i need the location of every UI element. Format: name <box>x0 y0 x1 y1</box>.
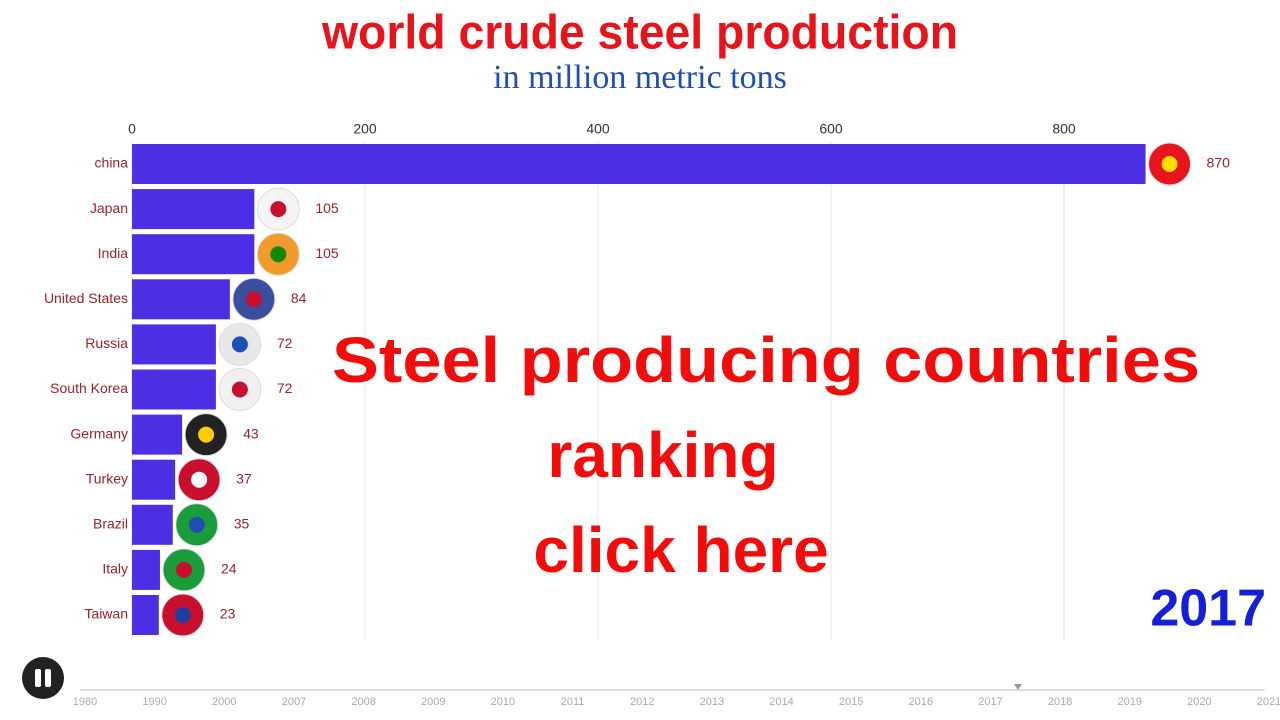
pause-bar <box>45 669 51 687</box>
value-label: 105 <box>315 200 339 216</box>
overlay-line[interactable]: ranking <box>547 419 778 491</box>
flag-emblem <box>1161 156 1178 172</box>
bar <box>132 144 1146 184</box>
bar <box>132 549 160 590</box>
x-tick-label: 200 <box>353 121 377 137</box>
year-label: 2017 <box>1150 580 1266 638</box>
timeline-label[interactable]: 2000 <box>212 696 236 708</box>
flag-emblem <box>270 246 287 263</box>
bar <box>132 459 176 500</box>
timeline-label[interactable]: 2009 <box>421 696 445 708</box>
chart-subtitle: in million metric tons <box>493 59 787 96</box>
timeline-label[interactable]: 2020 <box>1187 696 1211 708</box>
flag-emblem <box>174 607 191 623</box>
value-label: 72 <box>277 335 293 351</box>
category-label: Brazil <box>93 516 128 532</box>
value-label: 72 <box>277 380 293 396</box>
value-label: 43 <box>243 425 259 441</box>
value-label: 105 <box>315 245 339 261</box>
bar <box>132 234 255 275</box>
value-label: 35 <box>234 516 250 532</box>
timeline-label[interactable]: 2021 <box>1257 696 1280 708</box>
timeline-label[interactable]: 2019 <box>1118 696 1142 708</box>
category-label: Italy <box>102 561 128 577</box>
timeline-label[interactable]: 2010 <box>491 696 515 708</box>
overlay-line[interactable]: Steel producing countries <box>332 324 1200 396</box>
bar <box>132 414 183 455</box>
category-label: India <box>98 245 129 261</box>
timeline-label[interactable]: 2008 <box>351 696 375 708</box>
category-label: Japan <box>90 200 128 216</box>
timeline-label[interactable]: 2016 <box>909 696 933 708</box>
flag-emblem <box>198 426 215 443</box>
pause-button[interactable] <box>22 657 64 699</box>
value-label: 870 <box>1207 155 1231 171</box>
timeline-label[interactable]: 2015 <box>839 696 863 708</box>
category-label: Turkey <box>86 470 128 486</box>
flag-emblem <box>191 471 208 488</box>
pause-bar <box>35 669 41 687</box>
bar <box>132 504 173 545</box>
bars: china 870 Japan 105 India 105 United States 84 R… <box>44 142 1231 637</box>
timeline-label[interactable]: 2007 <box>282 696 306 708</box>
category-label: United States <box>44 290 128 306</box>
flag-emblem <box>231 381 248 398</box>
value-label: 84 <box>291 290 307 306</box>
category-label: South Korea <box>50 380 128 396</box>
x-tick-label: 0 <box>128 121 136 137</box>
flag-emblem <box>270 201 287 218</box>
timeline[interactable]: 1980 1990 2000 2007 2008 2009 2010 2011 2012 2013… <box>73 696 1280 708</box>
bar <box>132 279 230 320</box>
bar <box>132 595 159 635</box>
timeline-label[interactable]: 2013 <box>700 696 724 708</box>
flag-emblem <box>188 516 205 533</box>
x-tick-label: 400 <box>586 121 610 137</box>
pause-circle[interactable] <box>22 657 64 699</box>
category-label: Russia <box>85 335 128 351</box>
value-label: 24 <box>221 561 237 577</box>
timeline-label[interactable]: 2014 <box>769 696 793 708</box>
flag-emblem <box>231 336 248 353</box>
timeline-label[interactable]: 2017 <box>978 696 1002 708</box>
bar <box>132 369 216 410</box>
value-label: 37 <box>236 470 252 486</box>
overlay[interactable]: Steel producing countries ranking click … <box>332 324 1200 586</box>
chart-title: world crude steel production <box>321 7 958 60</box>
timeline-label[interactable]: 2018 <box>1048 696 1072 708</box>
timeline-label[interactable]: 1990 <box>142 696 166 708</box>
flag-emblem <box>245 291 262 308</box>
bar <box>132 324 216 365</box>
bar <box>132 189 255 230</box>
value-label: 23 <box>220 606 236 622</box>
x-tick-label: 800 <box>1052 121 1076 137</box>
category-label: Germany <box>70 425 128 441</box>
flag-emblem <box>175 561 192 578</box>
category-label: Taiwan <box>84 606 128 622</box>
timeline-marker[interactable] <box>1014 684 1022 690</box>
category-label: china <box>95 155 129 171</box>
x-tick-label: 600 <box>819 121 843 137</box>
timeline-label[interactable]: 2011 <box>561 696 585 708</box>
timeline-label[interactable]: 1980 <box>73 696 97 708</box>
timeline-label[interactable]: 2012 <box>630 696 654 708</box>
overlay-line[interactable]: click here <box>533 514 828 586</box>
